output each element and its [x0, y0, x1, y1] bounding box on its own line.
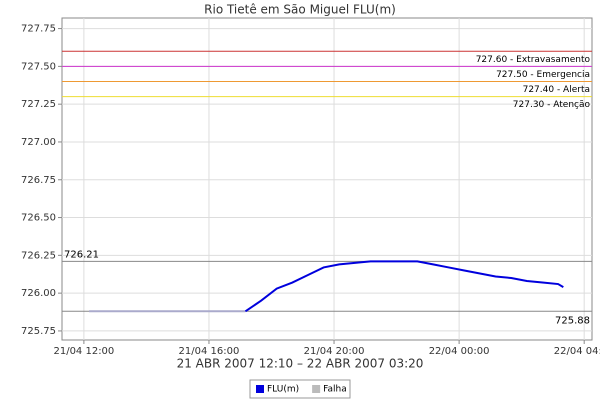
x-tick-label: 22/04 00:00 — [429, 346, 490, 357]
y-tick-label: 727.25 — [21, 99, 56, 110]
legend-label: FLU(m) — [267, 385, 299, 395]
y-tick-label: 727.00 — [21, 137, 56, 148]
y-tick-label: 726.75 — [21, 175, 56, 186]
max-label: 726.21 — [64, 249, 99, 260]
x-tick-label: 22/04 04:00 — [554, 346, 600, 357]
threshold-label: 727.30 - Atenção — [513, 100, 591, 110]
series-line — [244, 260, 564, 313]
legend-label: Falha — [323, 385, 347, 395]
y-tick-label: 726.00 — [21, 288, 56, 299]
y-tick-label: 727.50 — [21, 61, 56, 72]
plot-area — [61, 17, 593, 341]
threshold-label: 727.40 - Alerta — [523, 85, 590, 95]
legend-box — [249, 379, 351, 399]
x-tick-label: 21/04 16:00 — [179, 346, 240, 357]
legend-swatch — [312, 385, 321, 393]
chart-title: Rio Tietê em São Miguel FLU(m) — [204, 3, 396, 17]
threshold-label: 727.60 - Extravasamento — [476, 55, 591, 65]
legend-swatch — [256, 385, 264, 393]
x-tick-label: 21/04 12:00 — [53, 346, 114, 357]
y-tick-label: 725.75 — [21, 326, 56, 337]
y-tick-label: 726.50 — [21, 213, 56, 224]
y-tick-label: 727.75 — [21, 24, 56, 35]
min-label: 725.88 — [555, 315, 590, 326]
y-tick-label: 726.25 — [21, 250, 56, 261]
x-tick-label: 21/04 20:00 — [304, 346, 365, 357]
chart-subtitle: 21 ABR 2007 12:10 – 22 ABR 2007 03:20 — [177, 357, 424, 371]
threshold-label: 727.50 - Emergencia — [496, 70, 590, 80]
